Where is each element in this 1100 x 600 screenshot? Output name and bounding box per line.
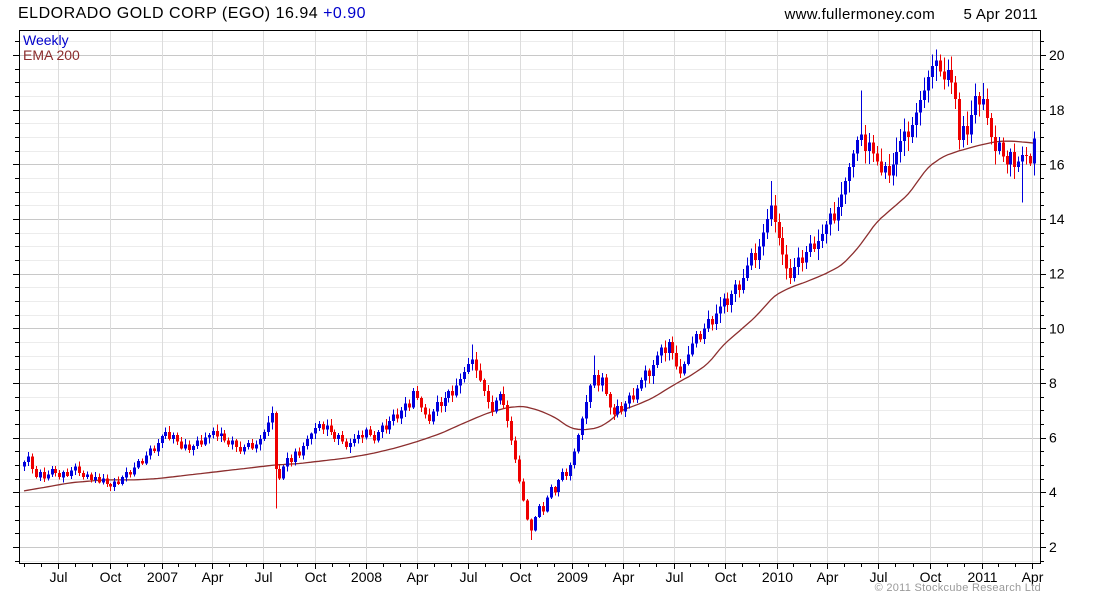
- svg-text:Oct: Oct: [100, 569, 122, 585]
- svg-text:4: 4: [1049, 484, 1057, 500]
- page-title: ELDORADO GOLD CORP (EGO) 16.94 +0.90: [18, 5, 366, 23]
- svg-text:8: 8: [1049, 375, 1057, 391]
- svg-text:Apr: Apr: [202, 569, 224, 585]
- svg-text:Apr: Apr: [407, 569, 429, 585]
- svg-text:Oct: Oct: [510, 569, 532, 585]
- svg-text:Jul: Jul: [870, 569, 888, 585]
- svg-text:12: 12: [1049, 266, 1065, 282]
- svg-text:2: 2: [1049, 539, 1057, 555]
- svg-text:20: 20: [1049, 47, 1065, 63]
- svg-text:18: 18: [1049, 102, 1065, 118]
- legend-ema200: EMA 200: [23, 47, 80, 63]
- svg-text:Oct: Oct: [305, 569, 327, 585]
- svg-text:14: 14: [1049, 211, 1065, 227]
- svg-text:Apr: Apr: [817, 569, 839, 585]
- chart-date: 5 Apr 2011: [963, 6, 1038, 23]
- instrument-title: ELDORADO GOLD CORP (EGO) 16.94: [18, 5, 319, 22]
- svg-text:6: 6: [1049, 430, 1057, 446]
- svg-text:Oct: Oct: [715, 569, 737, 585]
- svg-text:10: 10: [1049, 320, 1065, 336]
- svg-text:Jul: Jul: [666, 569, 684, 585]
- svg-text:Apr: Apr: [1022, 569, 1044, 585]
- svg-text:16: 16: [1049, 156, 1065, 172]
- svg-text:Jul: Jul: [50, 569, 68, 585]
- chart-legend: Weekly EMA 200: [23, 33, 80, 63]
- svg-text:2009: 2009: [557, 569, 588, 585]
- svg-text:2010: 2010: [762, 569, 793, 585]
- legend-weekly: Weekly: [23, 32, 69, 48]
- copyright-notice: © 2011 Stockcube Research Ltd: [874, 582, 1041, 594]
- svg-text:Oct: Oct: [920, 569, 942, 585]
- svg-text:Jul: Jul: [255, 569, 273, 585]
- site-label: www.fullermoney.com: [784, 6, 935, 23]
- svg-text:Jul: Jul: [460, 569, 478, 585]
- svg-text:Apr: Apr: [613, 569, 635, 585]
- price-change: +0.90: [323, 5, 367, 22]
- svg-text:2011: 2011: [967, 569, 997, 585]
- svg-text:2008: 2008: [351, 569, 382, 585]
- svg-text:2007: 2007: [147, 569, 178, 585]
